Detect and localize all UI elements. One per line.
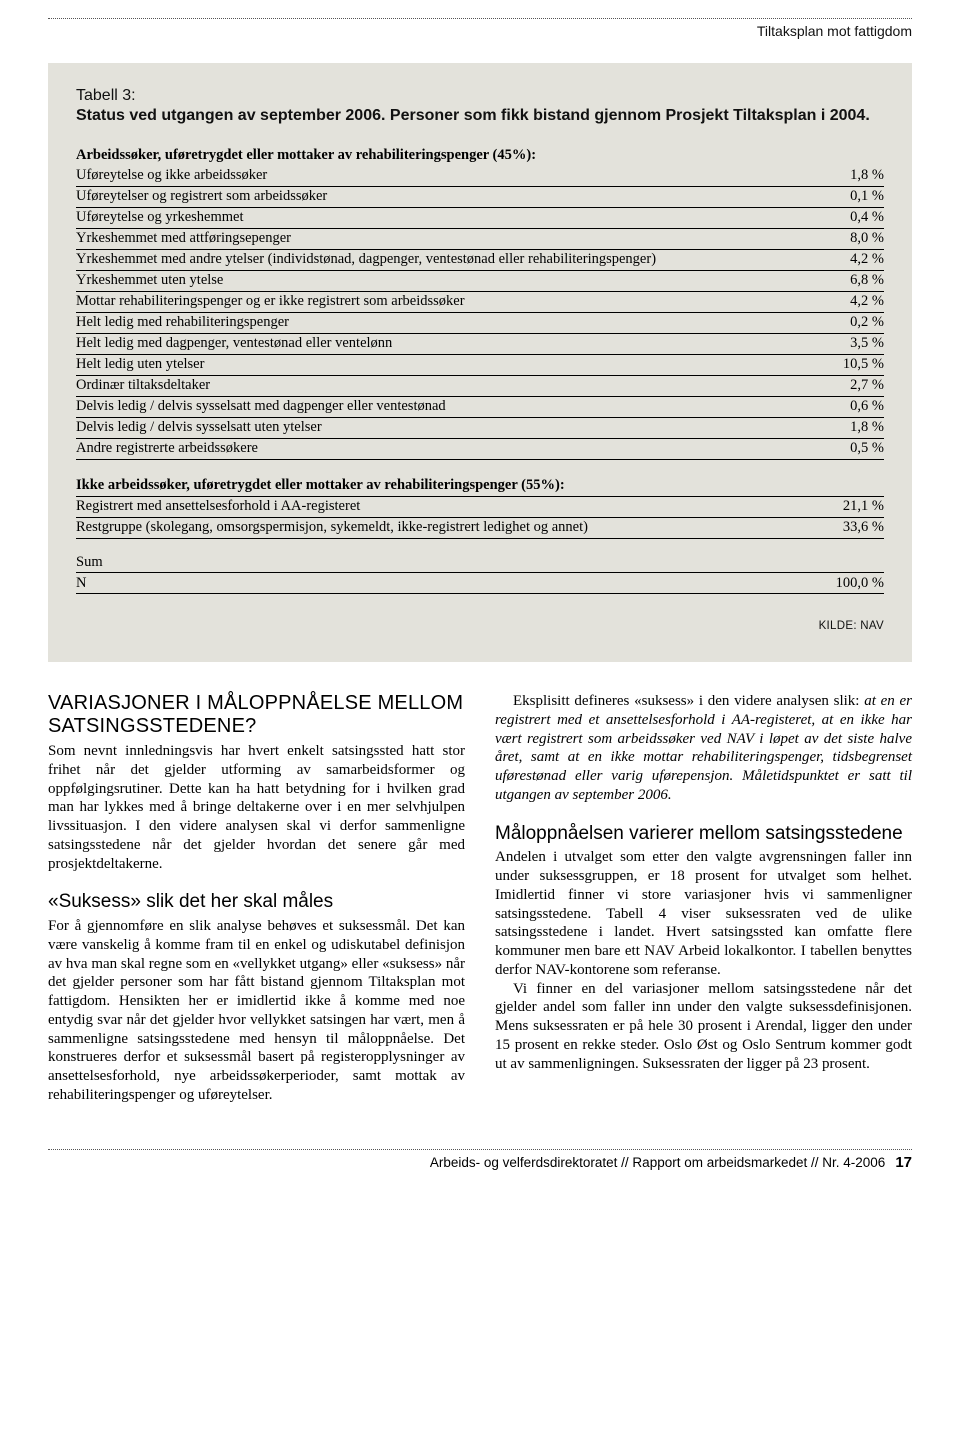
running-header: Tiltaksplan mot fattigdom — [48, 21, 912, 57]
table-row-value — [808, 473, 884, 496]
table-row-label: Sum — [76, 552, 808, 573]
table-row-value — [808, 143, 884, 166]
para-l1: Som nevnt innledningsvis har hvert enkel… — [48, 742, 465, 873]
table-row-value: 21,1 % — [808, 496, 884, 517]
table-row-value: 0,6 % — [808, 396, 884, 417]
table-row-value: 8,0 % — [808, 228, 884, 249]
table-row-value: 0,4 % — [808, 207, 884, 228]
heading-variations: VARIASJONER I MÅLOPPNÅELSE MELLOM SATSIN… — [48, 692, 465, 738]
table-row-value: 0,5 % — [808, 438, 884, 459]
page-number: 17 — [895, 1154, 912, 1171]
table-row-label: Uføreytelse og yrkeshemmet — [76, 207, 808, 228]
heading-suksess: «Suksess» slik det her skal måles — [48, 891, 465, 913]
table-row-value: 1,8 % — [808, 417, 884, 438]
table-row-label: Arbeidssøker, uføretrygdet eller mottake… — [76, 143, 808, 166]
table-3-panel: Tabell 3: Status ved utgangen av septemb… — [48, 63, 912, 662]
table-row-value: 0,2 % — [808, 312, 884, 333]
body-columns: VARIASJONER I MÅLOPPNÅELSE MELLOM SATSIN… — [48, 692, 912, 1105]
table-row-label: Mottar rehabiliteringspenger og er ikke … — [76, 291, 808, 312]
table-caption-title: Status ved utgangen av september 2006. P… — [76, 107, 884, 125]
page-footer: Arbeids- og velferdsdirektoratet // Rapp… — [48, 1150, 912, 1171]
table-row-value: 1,8 % — [808, 166, 884, 187]
table-row-label: Delvis ledig / delvis sysselsatt med dag… — [76, 396, 808, 417]
heading-maloppnaelse: Måloppnåelsen varierer mellom satsingsst… — [495, 823, 912, 845]
right-column: Eksplisitt defineres «suksess» i den vid… — [495, 692, 912, 1105]
table-source: KILDE: NAV — [76, 620, 884, 632]
table-row-label: Ordinær tiltaksdeltaker — [76, 375, 808, 396]
table-row-label: Ikke arbeidssøker, uføretrygdet eller mo… — [76, 473, 808, 496]
table-row-label: Yrkeshemmet med andre ytelser (individst… — [76, 249, 808, 270]
status-table: Arbeidssøker, uføretrygdet eller mottake… — [76, 143, 884, 594]
table-row-value — [808, 552, 884, 573]
table-row-label: Uføreytelser og registrert som arbeidssø… — [76, 186, 808, 207]
footer-text: Arbeids- og velferdsdirektoratet // Rapp… — [430, 1155, 885, 1170]
para-l2: For å gjennomføre en slik analyse behøve… — [48, 917, 465, 1105]
table-row-label: Helt ledig med rehabiliteringspenger — [76, 312, 808, 333]
para-r3: Vi finner en del variasjoner mellom sats… — [495, 980, 912, 1074]
table-row-label: Uføreytelse og ikke arbeidssøker — [76, 166, 808, 187]
para-r2: Andelen i utvalget som etter den valgte … — [495, 848, 912, 979]
table-row-value: 4,2 % — [808, 249, 884, 270]
table-row-value: 0,1 % — [808, 186, 884, 207]
table-row-label: Yrkeshemmet uten ytelse — [76, 270, 808, 291]
table-row-value: 10,5 % — [808, 354, 884, 375]
table-row-label: Helt ledig uten ytelser — [76, 354, 808, 375]
table-row-value: 3,5 % — [808, 333, 884, 354]
para-r1: Eksplisitt defineres «suksess» i den vid… — [495, 692, 912, 805]
table-row-value: 100,0 % — [808, 573, 884, 594]
table-row-label: Restgruppe (skolegang, omsorgspermisjon,… — [76, 517, 808, 538]
left-column: VARIASJONER I MÅLOPPNÅELSE MELLOM SATSIN… — [48, 692, 465, 1105]
table-row-label: Registrert med ansettelsesforhold i AA-r… — [76, 496, 808, 517]
table-row-label: Andre registrerte arbeidssøkere — [76, 438, 808, 459]
table-row-label: N — [76, 573, 808, 594]
table-row-value: 2,7 % — [808, 375, 884, 396]
table-row-label: Yrkeshemmet med attføringsepenger — [76, 228, 808, 249]
table-row-label: Delvis ledig / delvis sysselsatt uten yt… — [76, 417, 808, 438]
table-row-value: 6,8 % — [808, 270, 884, 291]
table-row-value: 33,6 % — [808, 517, 884, 538]
table-row-label: Helt ledig med dagpenger, ventestønad el… — [76, 333, 808, 354]
table-row-value: 4,2 % — [808, 291, 884, 312]
table-caption-label: Tabell 3: — [76, 87, 884, 105]
